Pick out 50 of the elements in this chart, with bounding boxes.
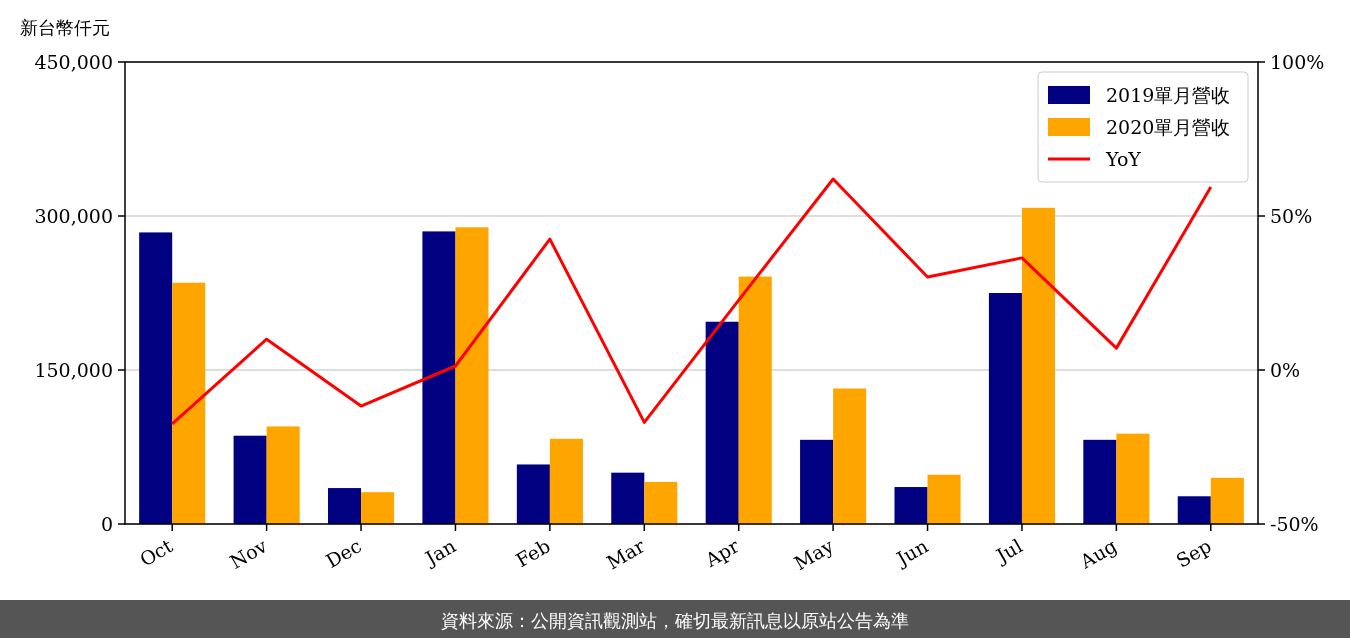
x-tick-label: Feb (512, 534, 554, 572)
x-tick-label: Apr (700, 533, 744, 572)
bar (833, 388, 867, 524)
source-note: 資料來源：公開資訊觀測站，確切最新訊息以原站公告為準 (441, 610, 909, 631)
bar (328, 488, 362, 524)
bar (361, 492, 395, 524)
bar (516, 464, 550, 524)
x-tick-label: Oct (135, 534, 177, 571)
bar (1210, 477, 1244, 524)
bar (233, 435, 267, 524)
bar (549, 438, 583, 524)
bar (139, 232, 173, 524)
line-series (170, 177, 1213, 426)
y2-tick-label: -50% (1270, 513, 1319, 535)
bar (927, 474, 961, 524)
y-axis-title: 新台幣仟元 (20, 17, 110, 38)
bar (800, 439, 834, 524)
bar (422, 231, 456, 524)
bar (705, 321, 739, 524)
x-tick-label: Mar (602, 533, 650, 574)
y-tick-label: 150,000 (34, 359, 113, 381)
y2-tick-label: 100% (1270, 51, 1325, 73)
bar (1083, 439, 1117, 524)
bar (988, 293, 1022, 524)
bar (1177, 496, 1211, 524)
legend-label: YoY (1105, 148, 1142, 170)
x-tick-label: Jun (891, 534, 932, 571)
x-tick-label: Dec (321, 534, 366, 573)
bar (455, 227, 489, 524)
bar (894, 487, 928, 524)
bar (738, 276, 772, 524)
bar (644, 481, 678, 524)
bar (266, 426, 300, 524)
y-tick-label: 0 (100, 513, 113, 535)
x-tick-label: May (790, 534, 838, 575)
y2-tick-label: 50% (1270, 205, 1313, 227)
y2-tick-label: 0% (1270, 359, 1301, 381)
legend-label: 2019單月營收 (1106, 84, 1231, 106)
legend-label: 2020單月營收 (1106, 116, 1231, 138)
y-tick-label: 300,000 (34, 205, 113, 227)
bar (172, 282, 206, 524)
x-tick-label: Sep (1172, 534, 1215, 572)
x-tick-label: Nov (226, 534, 271, 573)
y-tick-label: 450,000 (34, 51, 113, 73)
x-tick-label: Jan (419, 534, 460, 571)
bar (1116, 433, 1150, 524)
x-tick-label: Jul (990, 534, 1026, 568)
x-tick-label: Aug (1075, 534, 1121, 574)
bar (611, 472, 645, 524)
bar (1021, 207, 1056, 524)
